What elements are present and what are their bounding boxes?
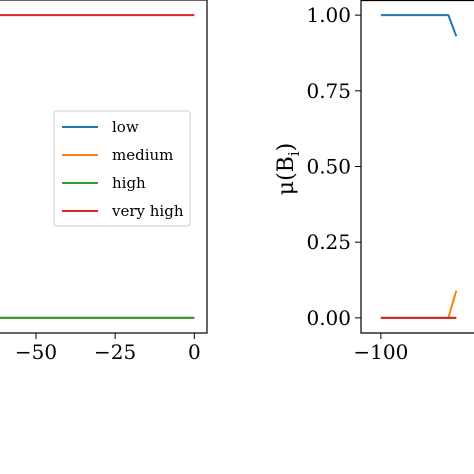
right-y-axis-label: μ(Bi) [274,143,303,195]
right-y-ticks: 0.00 0.25 0.50 0.75 1.00 [306,3,361,330]
series-line-series-0 [380,14,458,37]
left-x-ticks: −50 −25 0 [15,333,201,364]
legend-label-low: low [112,118,139,136]
left-axes-frame [0,0,208,334]
right-axes-frame [360,0,474,334]
right-chart: −100 0.00 0.25 0.50 0.75 1.00 μ(Bi) [274,0,474,364]
legend-label-very-high: very high [111,202,184,220]
y-tick-label: 0.50 [306,155,351,179]
legend-box [53,110,191,227]
y-tick-label: 0.25 [306,230,351,254]
y-label-base: μ(B [274,156,299,195]
left-legend: low medium high very high [53,110,191,227]
y-tick-label: 0.75 [306,79,351,103]
x-tick-label: −50 [15,340,57,364]
legend-label-medium: medium [112,146,173,164]
y-label-close: ) [274,143,299,152]
series-line-series-1 [380,290,458,319]
y-tick-label: 0.00 [306,306,351,330]
y-tick-label: 1.00 [306,3,351,27]
x-tick-label: −25 [94,340,136,364]
right-x-ticks: −100 [353,333,408,364]
y-label-sub: i [285,151,303,156]
left-chart: −50 −25 0 low medium high very high [0,0,208,364]
left-plot-lines [0,14,195,319]
right-plot-lines [380,14,458,319]
legend-label-high: high [112,174,146,192]
x-tick-label: −100 [353,340,408,364]
x-tick-label: 0 [188,340,201,364]
